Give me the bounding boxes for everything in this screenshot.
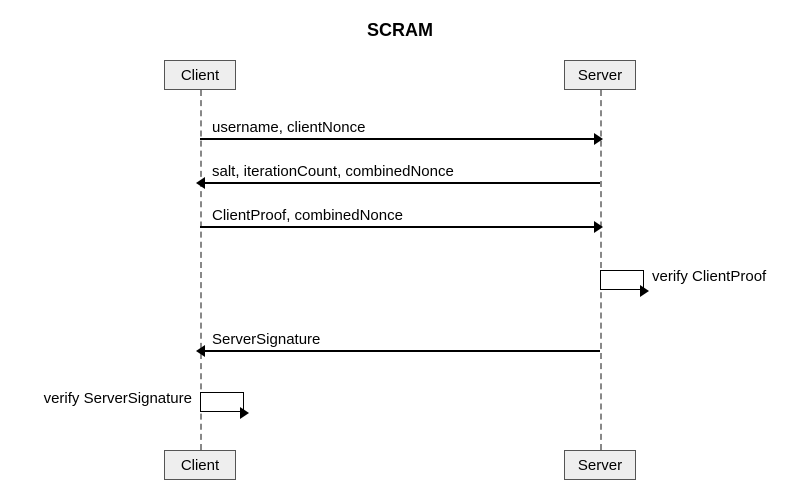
- arrow-head-icon: [594, 133, 603, 145]
- self-call-box: [600, 270, 644, 290]
- self-call-label: verify ClientProof: [652, 268, 766, 285]
- message-arrow: [200, 226, 600, 228]
- participant-server-top: Server: [564, 60, 636, 90]
- self-call-label: verify ServerSignature: [44, 390, 192, 407]
- participant-label: Client: [181, 457, 219, 474]
- message-label: salt, iterationCount, combinedNonce: [212, 163, 454, 180]
- sequence-diagram: SCRAM Client Server Client Server userna…: [0, 0, 800, 500]
- message-label: ClientProof, combinedNonce: [212, 207, 403, 224]
- arrow-head-icon: [196, 345, 205, 357]
- participant-server-bottom: Server: [564, 450, 636, 480]
- arrow-head-icon: [594, 221, 603, 233]
- arrow-head-icon: [196, 177, 205, 189]
- participant-label: Server: [578, 457, 622, 474]
- participant-label: Client: [181, 67, 219, 84]
- message-label: ServerSignature: [212, 331, 320, 348]
- message-arrow: [200, 182, 600, 184]
- participant-client-top: Client: [164, 60, 236, 90]
- self-call-box: [200, 392, 244, 412]
- arrow-head-icon: [640, 285, 649, 297]
- arrow-head-icon: [240, 407, 249, 419]
- message-label: username, clientNonce: [212, 119, 365, 136]
- diagram-title: SCRAM: [367, 20, 433, 41]
- message-arrow: [200, 138, 600, 140]
- participant-client-bottom: Client: [164, 450, 236, 480]
- message-arrow: [200, 350, 600, 352]
- participant-label: Server: [578, 67, 622, 84]
